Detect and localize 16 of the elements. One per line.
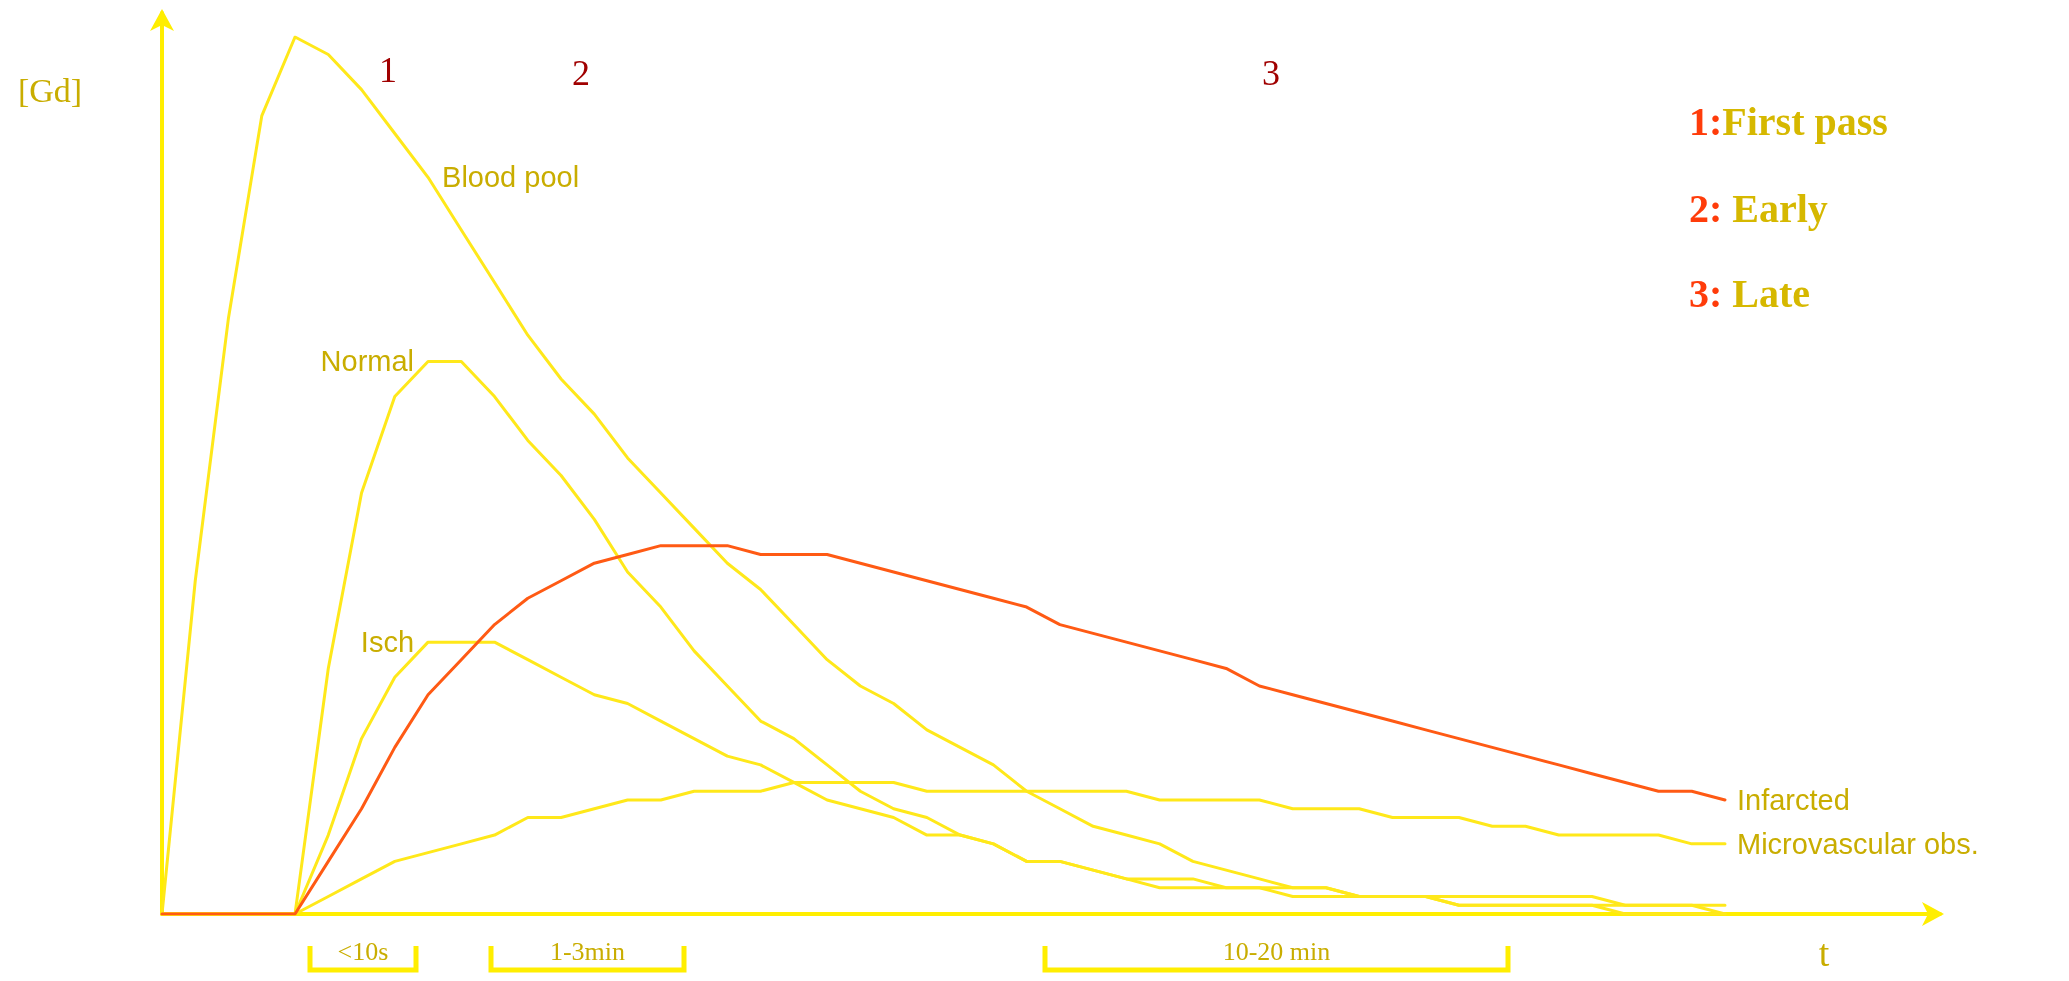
text: <10s [337,936,389,966]
annotation: 3: Late [1689,270,1811,316]
x-axis-title: t [1818,932,1830,974]
text: 10-20 min [1222,936,1331,966]
annotation: 3 [1262,53,1280,93]
series-label: Isch [360,626,415,659]
y-axis-title: [Gd] [17,71,83,109]
annotation: 2 [572,53,590,93]
series-label: Blood pool [442,161,580,194]
text: 1-3min [549,936,626,966]
annotation: 1:First pass [1689,98,1888,144]
annotation: 2: Early [1689,185,1828,231]
series-label: Infarcted [1737,783,1850,816]
series-label: Normal [320,345,415,378]
annotation: 1 [379,50,397,90]
series-label: Microvascular obs. [1737,827,1979,860]
